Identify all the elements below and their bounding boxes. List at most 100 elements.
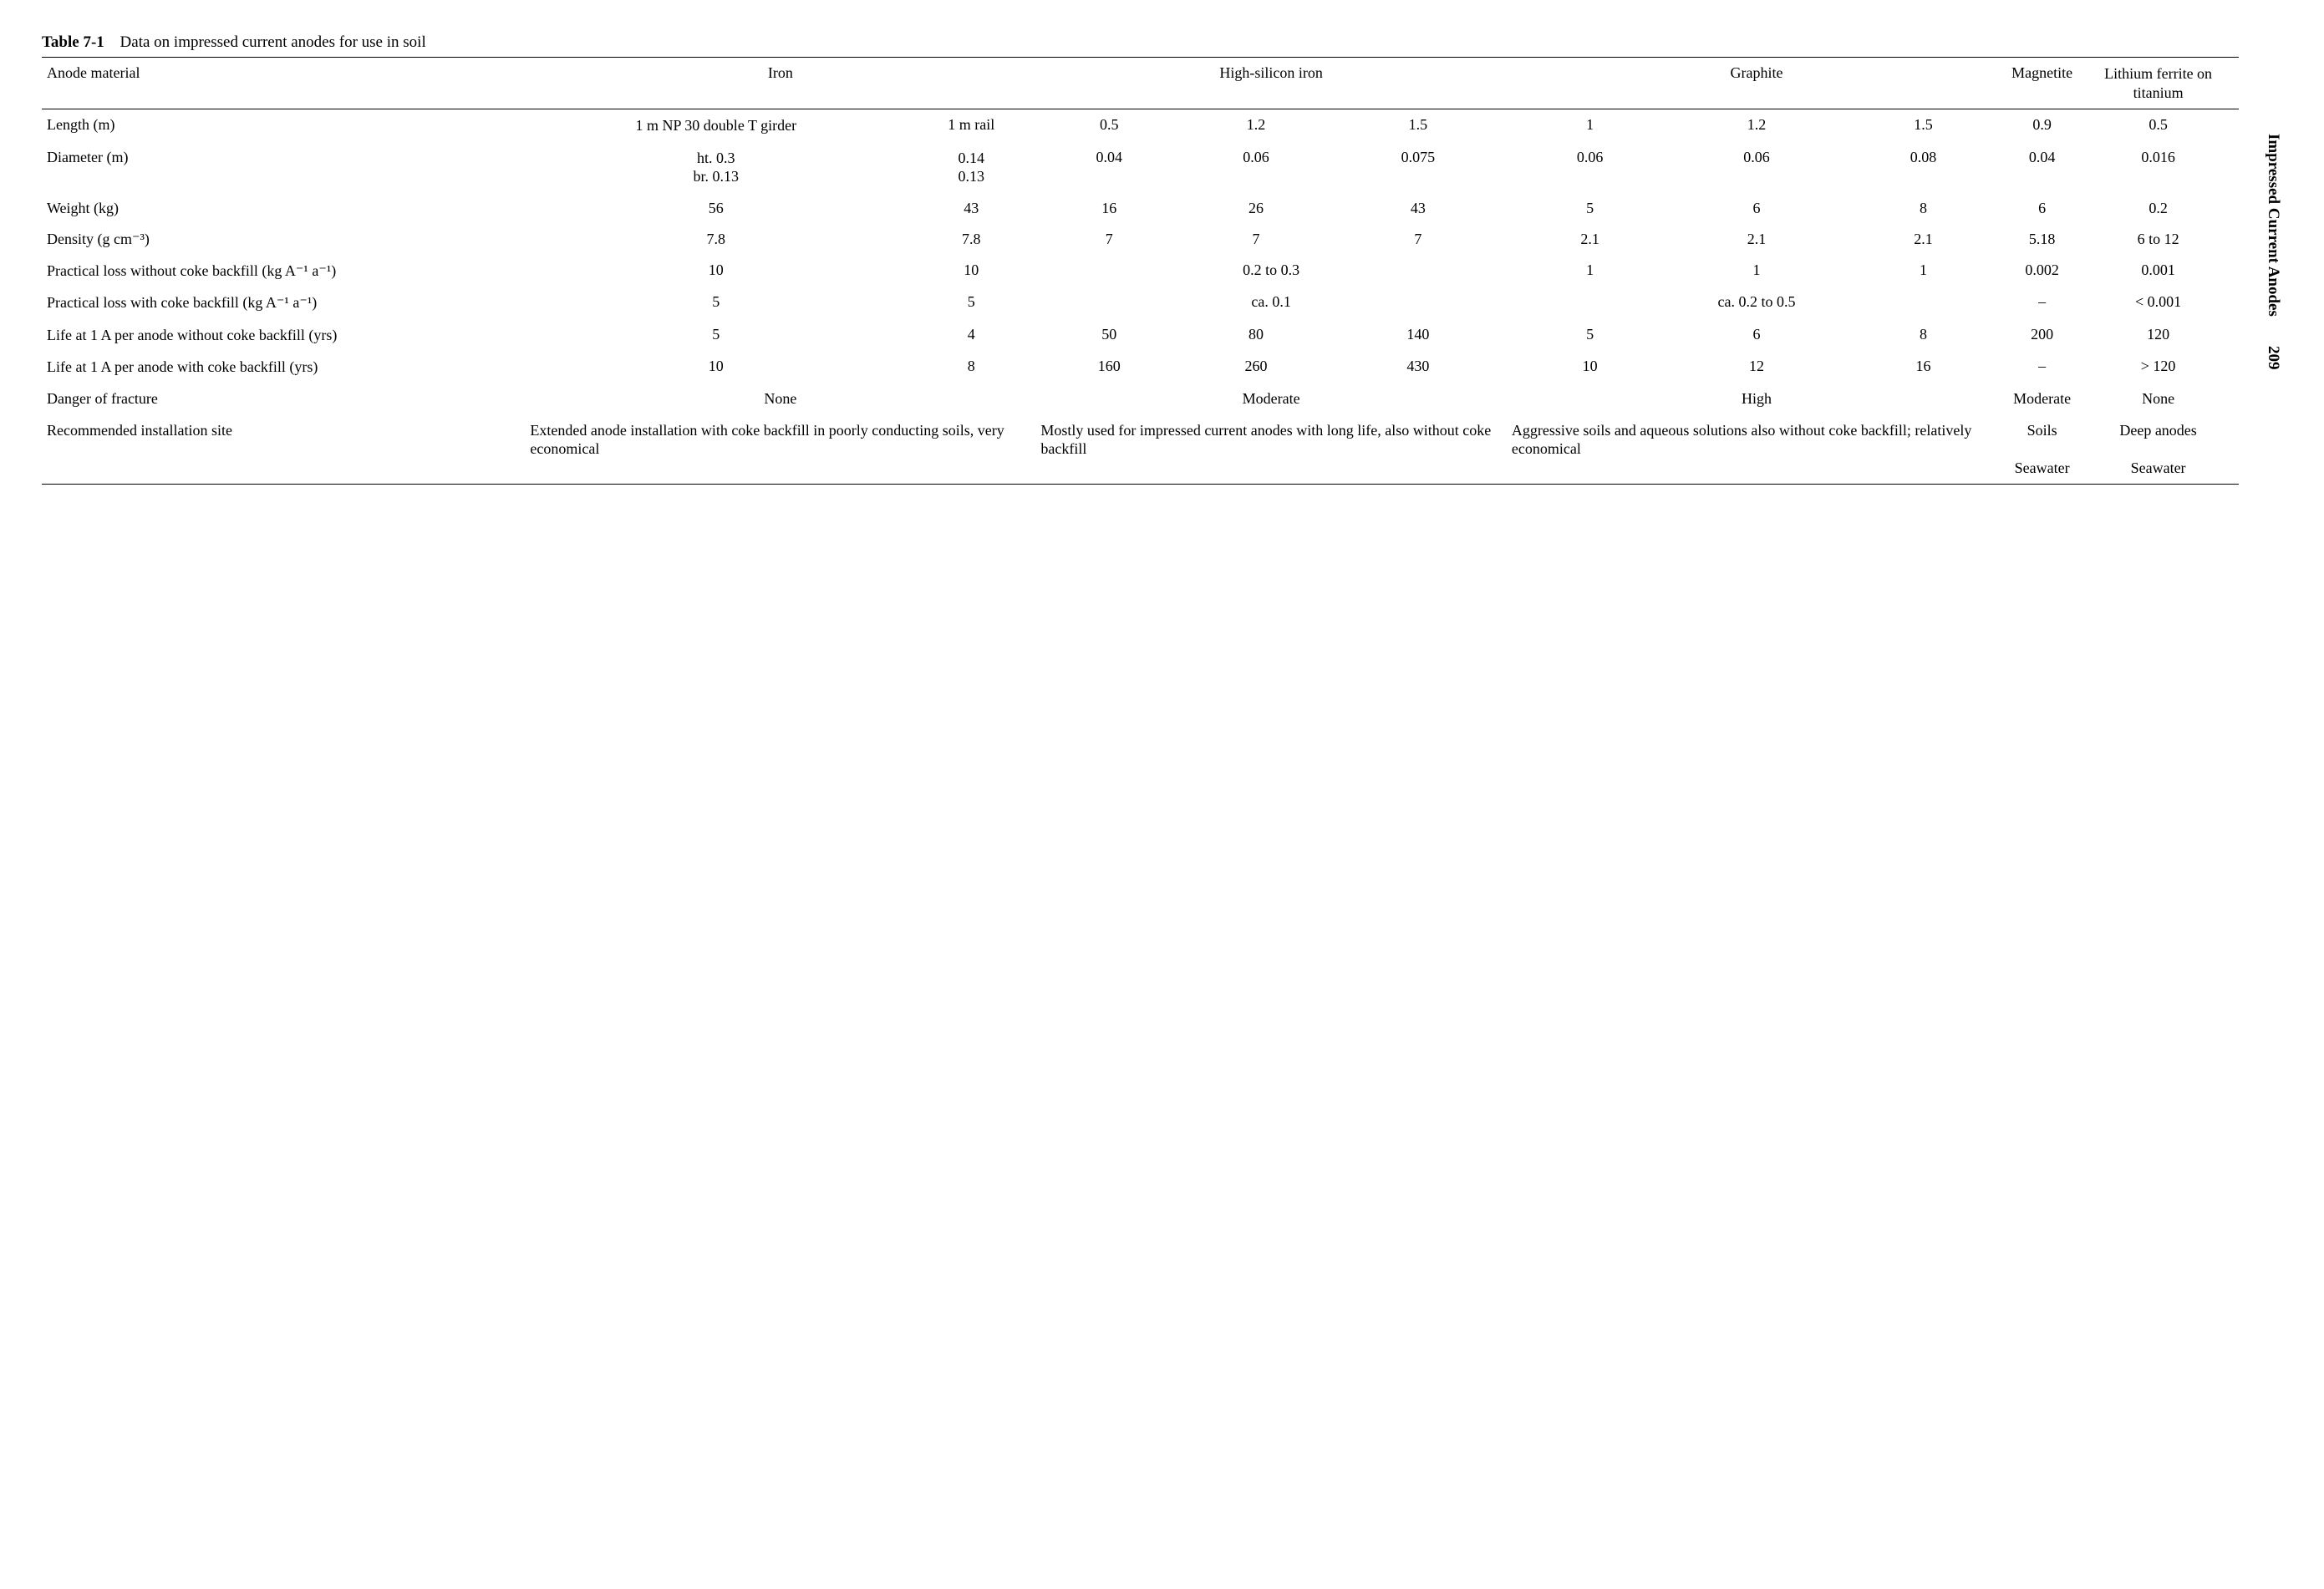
table-title: Table 7-1 Data on impressed current anod… — [42, 33, 2239, 52]
label-loss-no-coke: Practical loss without coke backfill (kg… — [42, 255, 525, 287]
density-lft: 6 to 12 — [2077, 224, 2239, 255]
life-no-coke-gr-c: 8 — [1840, 319, 2006, 352]
life-coke-lft: > 120 — [2077, 351, 2239, 383]
col-iron: Iron — [525, 58, 1035, 109]
length-hsi-c: 1.5 — [1330, 109, 1507, 142]
col-hsi: High-silicon iron — [1035, 58, 1507, 109]
density-hsi-a: 7 — [1035, 224, 1182, 255]
life-coke-hsi-c: 430 — [1330, 351, 1507, 383]
diameter-mag: 0.04 — [2006, 142, 2077, 193]
loss-coke-iron-b: 5 — [907, 287, 1035, 319]
loss-coke-lft: < 0.001 — [2077, 287, 2239, 319]
label-life-coke: Life at 1 A per anode with coke backfill… — [42, 351, 525, 383]
loss-no-coke-iron-a: 10 — [525, 255, 907, 287]
density-hsi-c: 7 — [1330, 224, 1507, 255]
density-mag: 5.18 — [2006, 224, 2077, 255]
life-no-coke-hsi-c: 140 — [1330, 319, 1507, 352]
site-gr: Aggressive soils and aqueous solutions a… — [1507, 414, 2006, 485]
row-site: Recommended installation site Extended a… — [42, 414, 2239, 485]
col-lft: Lithium ferrite on titanium — [2077, 58, 2239, 109]
page: Table 7-1 Data on impressed current anod… — [42, 33, 2282, 485]
length-hsi-b: 1.2 — [1182, 109, 1330, 142]
length-hsi-a: 0.5 — [1035, 109, 1182, 142]
life-coke-hsi-b: 260 — [1182, 351, 1330, 383]
weight-hsi-a: 16 — [1035, 193, 1182, 224]
length-iron-a: 1 m NP 30 double T girder — [525, 109, 907, 142]
loss-no-coke-hsi: 0.2 to 0.3 — [1035, 255, 1507, 287]
weight-iron-a: 56 — [525, 193, 907, 224]
weight-mag: 6 — [2006, 193, 2077, 224]
col-anode-material: Anode material — [42, 58, 525, 109]
life-coke-hsi-a: 160 — [1035, 351, 1182, 383]
fracture-lft: None — [2077, 383, 2239, 414]
loss-coke-iron-a: 5 — [525, 287, 907, 319]
diameter-gr-a: 0.06 — [1507, 142, 1673, 193]
label-life-no-coke: Life at 1 A per anode without coke backf… — [42, 319, 525, 352]
row-life-no-coke: Life at 1 A per anode without coke backf… — [42, 319, 2239, 352]
diameter-hsi-c: 0.075 — [1330, 142, 1507, 193]
label-length: Length (m) — [42, 109, 525, 142]
loss-no-coke-mag: 0.002 — [2006, 255, 2077, 287]
loss-coke-mag: – — [2006, 287, 2077, 319]
diameter-gr-c: 0.08 — [1840, 142, 2006, 193]
data-table: Anode material Iron High-silicon iron Gr… — [42, 57, 2239, 485]
site-iron: Extended anode installation with coke ba… — [525, 414, 1035, 485]
weight-lft: 0.2 — [2077, 193, 2239, 224]
diameter-gr-b: 0.06 — [1673, 142, 1839, 193]
life-no-coke-lft: 120 — [2077, 319, 2239, 352]
weight-gr-b: 6 — [1673, 193, 1839, 224]
label-density: Density (g cm⁻³) — [42, 224, 525, 255]
life-no-coke-mag: 200 — [2006, 319, 2077, 352]
loss-no-coke-gr-c: 1 — [1840, 255, 2006, 287]
length-mag: 0.9 — [2006, 109, 2077, 142]
loss-coke-hsi: ca. 0.1 — [1035, 287, 1507, 319]
fracture-iron: None — [525, 383, 1035, 414]
site-lft: Deep anodes Seawater — [2077, 414, 2239, 485]
life-coke-gr-a: 10 — [1507, 351, 1673, 383]
life-no-coke-hsi-b: 80 — [1182, 319, 1330, 352]
length-gr-c: 1.5 — [1840, 109, 2006, 142]
row-life-coke: Life at 1 A per anode with coke backfill… — [42, 351, 2239, 383]
life-coke-mag: – — [2006, 351, 2077, 383]
page-number: 209 — [2264, 346, 2282, 370]
diameter-hsi-a: 0.04 — [1035, 142, 1182, 193]
row-fracture: Danger of fracture None Moderate High Mo… — [42, 383, 2239, 414]
life-coke-iron-b: 8 — [907, 351, 1035, 383]
table-container: Table 7-1 Data on impressed current anod… — [42, 33, 2239, 485]
row-weight: Weight (kg) 56 43 16 26 43 5 6 8 6 0.2 — [42, 193, 2239, 224]
length-gr-b: 1.2 — [1673, 109, 1839, 142]
life-no-coke-iron-b: 4 — [907, 319, 1035, 352]
life-coke-gr-c: 16 — [1840, 351, 2006, 383]
diameter-lft: 0.016 — [2077, 142, 2239, 193]
density-gr-b: 2.1 — [1673, 224, 1839, 255]
weight-gr-c: 8 — [1840, 193, 2006, 224]
table-caption: Data on impressed current anodes for use… — [120, 33, 426, 51]
label-fracture: Danger of fracture — [42, 383, 525, 414]
running-head: Impressed Current Anodes — [2265, 134, 2282, 317]
loss-no-coke-gr-a: 1 — [1507, 255, 1673, 287]
table-label: Table 7-1 — [42, 33, 104, 51]
col-graphite: Graphite — [1507, 58, 2006, 109]
life-no-coke-gr-b: 6 — [1673, 319, 1839, 352]
weight-hsi-b: 26 — [1182, 193, 1330, 224]
weight-hsi-c: 43 — [1330, 193, 1507, 224]
row-loss-coke: Practical loss with coke backfill (kg A⁻… — [42, 287, 2239, 319]
fracture-gr: High — [1507, 383, 2006, 414]
site-mag: Soils Seawater — [2006, 414, 2077, 485]
loss-no-coke-gr-b: 1 — [1673, 255, 1839, 287]
col-magnetite: Magnetite — [2006, 58, 2077, 109]
life-coke-iron-a: 10 — [525, 351, 907, 383]
density-iron-b: 7.8 — [907, 224, 1035, 255]
loss-no-coke-lft: 0.001 — [2077, 255, 2239, 287]
side-label: Impressed Current Anodes 209 — [2239, 33, 2282, 369]
diameter-iron-b: 0.14 0.13 — [907, 142, 1035, 193]
weight-iron-b: 43 — [907, 193, 1035, 224]
density-hsi-b: 7 — [1182, 224, 1330, 255]
length-gr-a: 1 — [1507, 109, 1673, 142]
site-hsi: Mostly used for impressed current anodes… — [1035, 414, 1507, 485]
row-density: Density (g cm⁻³) 7.8 7.8 7 7 7 2.1 2.1 2… — [42, 224, 2239, 255]
header-row: Anode material Iron High-silicon iron Gr… — [42, 58, 2239, 109]
life-no-coke-hsi-a: 50 — [1035, 319, 1182, 352]
length-lft: 0.5 — [2077, 109, 2239, 142]
label-weight: Weight (kg) — [42, 193, 525, 224]
